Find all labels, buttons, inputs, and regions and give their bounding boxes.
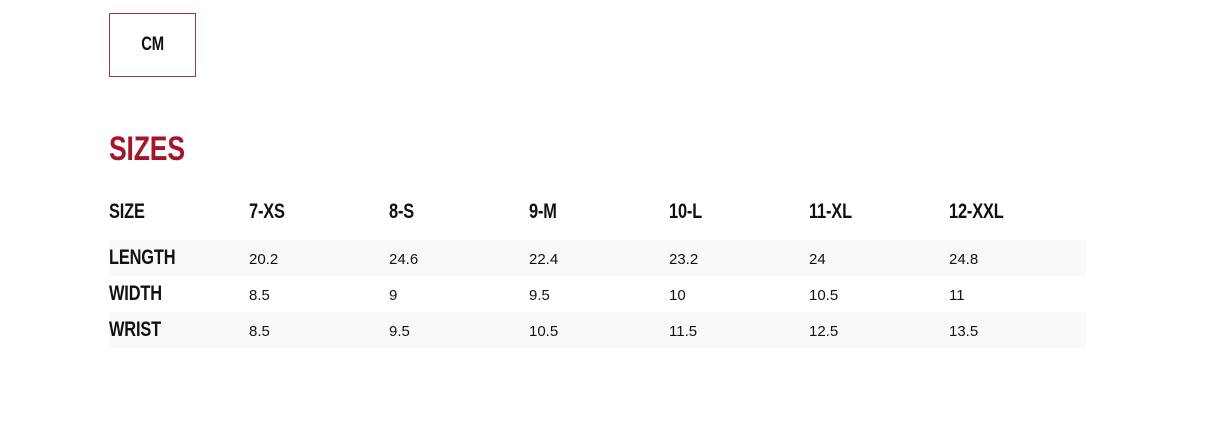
table-cell: 13.5	[949, 323, 979, 340]
table-cell: 24	[809, 251, 826, 268]
header-cell: 7-XS	[249, 200, 285, 223]
table-cell: 9.5	[389, 323, 410, 340]
table-cell: 24.6	[389, 251, 419, 268]
table-cell: 10	[669, 287, 686, 304]
header-cell: 11-XL	[809, 200, 852, 223]
table-header-row: SIZE 7-XS 8-S 9-M 10-L 11-XL 12-XXL	[109, 192, 1086, 232]
size-table: SIZE 7-XS 8-S 9-M 10-L 11-XL 12-XXL LENG…	[109, 192, 1086, 348]
table-cell: 8.5	[249, 287, 270, 304]
header-cell: 9-M	[529, 200, 557, 223]
row-label: WIDTH	[109, 282, 162, 305]
table-row: WIDTH 8.5 9 9.5 10 10.5 11	[109, 276, 1086, 312]
table-cell: 11.5	[669, 323, 698, 340]
table-row: WRIST 8.5 9.5 10.5 11.5 12.5 13.5	[109, 312, 1086, 348]
table-cell: 10.5	[529, 323, 559, 340]
table-cell: 9.5	[529, 287, 550, 304]
table-cell: 11	[949, 287, 965, 304]
row-label: LENGTH	[109, 246, 176, 269]
header-cell: SIZE	[109, 200, 145, 223]
table-cell: 12.5	[809, 323, 839, 340]
table-cell: 9	[389, 287, 398, 304]
header-cell: 8-S	[389, 200, 415, 223]
table-cell: 8.5	[249, 323, 270, 340]
table-cell: 23.2	[669, 251, 699, 268]
table-cell: 20.2	[249, 251, 279, 268]
unit-cm-button[interactable]: CM	[109, 13, 196, 77]
table-cell: 22.4	[529, 251, 559, 268]
row-label: WRIST	[109, 318, 161, 341]
table-cell: 10.5	[809, 287, 839, 304]
table-row: LENGTH 20.2 24.6 22.4 23.2 24 24.8	[109, 240, 1086, 276]
header-cell: 10-L	[669, 200, 703, 223]
unit-cm-label: CM	[141, 34, 164, 55]
header-cell: 12-XXL	[949, 200, 1004, 223]
table-cell: 24.8	[949, 251, 979, 268]
section-title: SIZES	[109, 130, 185, 168]
